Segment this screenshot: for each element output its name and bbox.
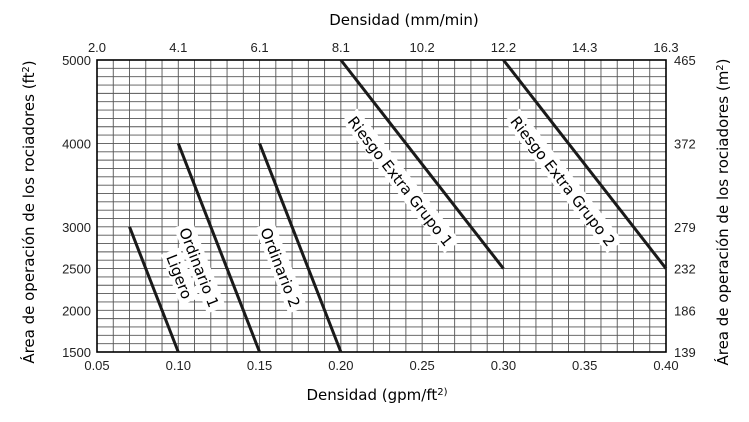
y-axis-title-left: Área de operación de los rociadores (ft2…	[19, 60, 38, 363]
series-line-ordinario-2	[258, 142, 343, 353]
x-tick-label-bottom: 0.35	[572, 358, 597, 373]
y-axis-title-right-sup: 2	[715, 64, 726, 70]
series-line-ligero	[128, 226, 180, 353]
series-lines	[128, 59, 668, 353]
x-tick-label-top: 4.1	[169, 40, 187, 55]
series-label-bg	[503, 108, 623, 254]
plot-frame	[96, 59, 667, 353]
y-tick-label-right: 465	[674, 53, 696, 68]
series-line-riesgo-extra-grupo-1	[339, 59, 505, 270]
y-tick-label-right: 186	[674, 303, 696, 318]
ticks: 0.05 0.10 0.15 0.20 0.25 0.30 0.35 0.40 2.0 4.1 6.…	[62, 40, 696, 373]
y-tick-label-right: 279	[674, 220, 696, 235]
x-tick-label-bottom: 0.30	[491, 358, 516, 373]
y-axis-title-left-main: Área de operación de los rociadores (ft	[19, 72, 38, 363]
y-tick-label-left: 3000	[62, 220, 91, 235]
x-tick-label-top: 16.3	[653, 40, 678, 55]
y-tick-label-right: 232	[674, 262, 696, 277]
x-axis-title: Densidad (gpm/ft2)	[307, 386, 448, 404]
x-tick-label-top: 6.1	[251, 40, 269, 55]
y-axis-title-left-close: )	[20, 60, 38, 66]
x-tick-label-bottom: 0.40	[653, 358, 678, 373]
x-tick-label-top: 10.2	[409, 40, 434, 55]
x-tick-label-top: 14.3	[572, 40, 597, 55]
x-tick-label-bottom: 0.20	[328, 358, 353, 373]
x-axis-title-main: Densidad (gpm/ft	[307, 386, 438, 404]
x-tick-label-top: 8.1	[332, 40, 350, 55]
x-axis-title-sup: 2)	[437, 387, 447, 398]
x-tick-label-top: 12.2	[491, 40, 516, 55]
y-axis-title-right-main: Área de operación de los rociadores (m	[713, 71, 732, 366]
series-line-riesgo-extra-grupo-2	[502, 59, 668, 270]
y-tick-label-left: 4000	[62, 136, 91, 151]
series-label-bg	[173, 220, 226, 314]
y-axis-title-left-sup: 2	[21, 66, 32, 72]
x-tick-label-bottom: 0.05	[84, 358, 109, 373]
series-label-bg	[160, 247, 200, 306]
series-line-ordinario-1	[176, 142, 261, 353]
y-tick-label-left: 2500	[62, 262, 91, 277]
y-tick-label-left: 1500	[62, 345, 91, 360]
x-tick-label-top: 2.0	[88, 40, 106, 55]
y-tick-label-left: 5000	[62, 53, 91, 68]
y-tick-label-right: 139	[674, 345, 696, 360]
y-axis-title-right: Área de operación de los rociadores (m2)	[713, 58, 732, 365]
y-tick-label-left: 2000	[62, 303, 91, 318]
top-axis-title: Densidad (mm/min)	[329, 11, 479, 29]
y-tick-label-right: 372	[674, 136, 696, 151]
series-label-bg	[341, 108, 461, 254]
x-tick-label-bottom: 0.15	[247, 358, 272, 373]
series-label-bg	[254, 220, 307, 314]
y-axis-title-right-close: )	[714, 58, 732, 64]
x-tick-label-bottom: 0.25	[409, 358, 434, 373]
x-tick-label-bottom: 0.10	[166, 358, 191, 373]
